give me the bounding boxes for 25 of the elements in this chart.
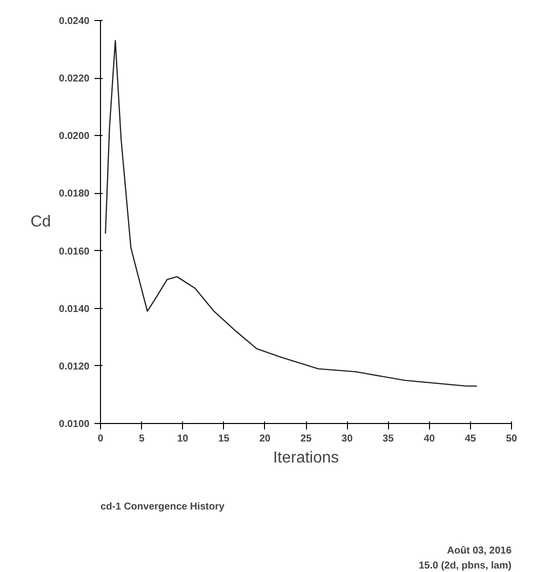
x-axis-title: Iterations <box>273 450 339 466</box>
text: 15.0 (2d, pbns, lam) <box>418 560 512 572</box>
text: Août 03, 2016 <box>447 546 512 556</box>
y-tick-label: 0.0200 <box>58 131 90 142</box>
y-axis-title: Cd <box>30 214 51 230</box>
x-tick-label: 35 <box>382 434 394 444</box>
x-tick-label: 20 <box>259 434 271 444</box>
x-tick-label: 30 <box>342 434 354 444</box>
x-tick-label: 10 <box>177 434 189 444</box>
y-tick-label: 0.0220 <box>58 74 90 85</box>
y-tick-label: 0.0240 <box>58 16 90 27</box>
y-tick-label: 0.0120 <box>58 361 90 372</box>
x-tick-label: 15 <box>218 434 230 444</box>
x-tick-label: 25 <box>300 434 312 444</box>
x-tick-label: 0 <box>98 434 104 444</box>
x-tick-label: 5 <box>138 434 145 444</box>
x-tick-label: 45 <box>464 434 476 444</box>
y-tick-label: 0.0140 <box>58 304 90 315</box>
y-tick-label: 0.0180 <box>58 188 90 200</box>
y-tick-label: 0.0100 <box>58 419 90 430</box>
y-tick-label: 0.0160 <box>58 246 90 258</box>
text: cd-1 Convergence History <box>100 502 225 512</box>
x-tick-label: 40 <box>424 434 436 444</box>
x-tick-label: 50 <box>506 434 518 444</box>
line-series <box>104 40 478 387</box>
